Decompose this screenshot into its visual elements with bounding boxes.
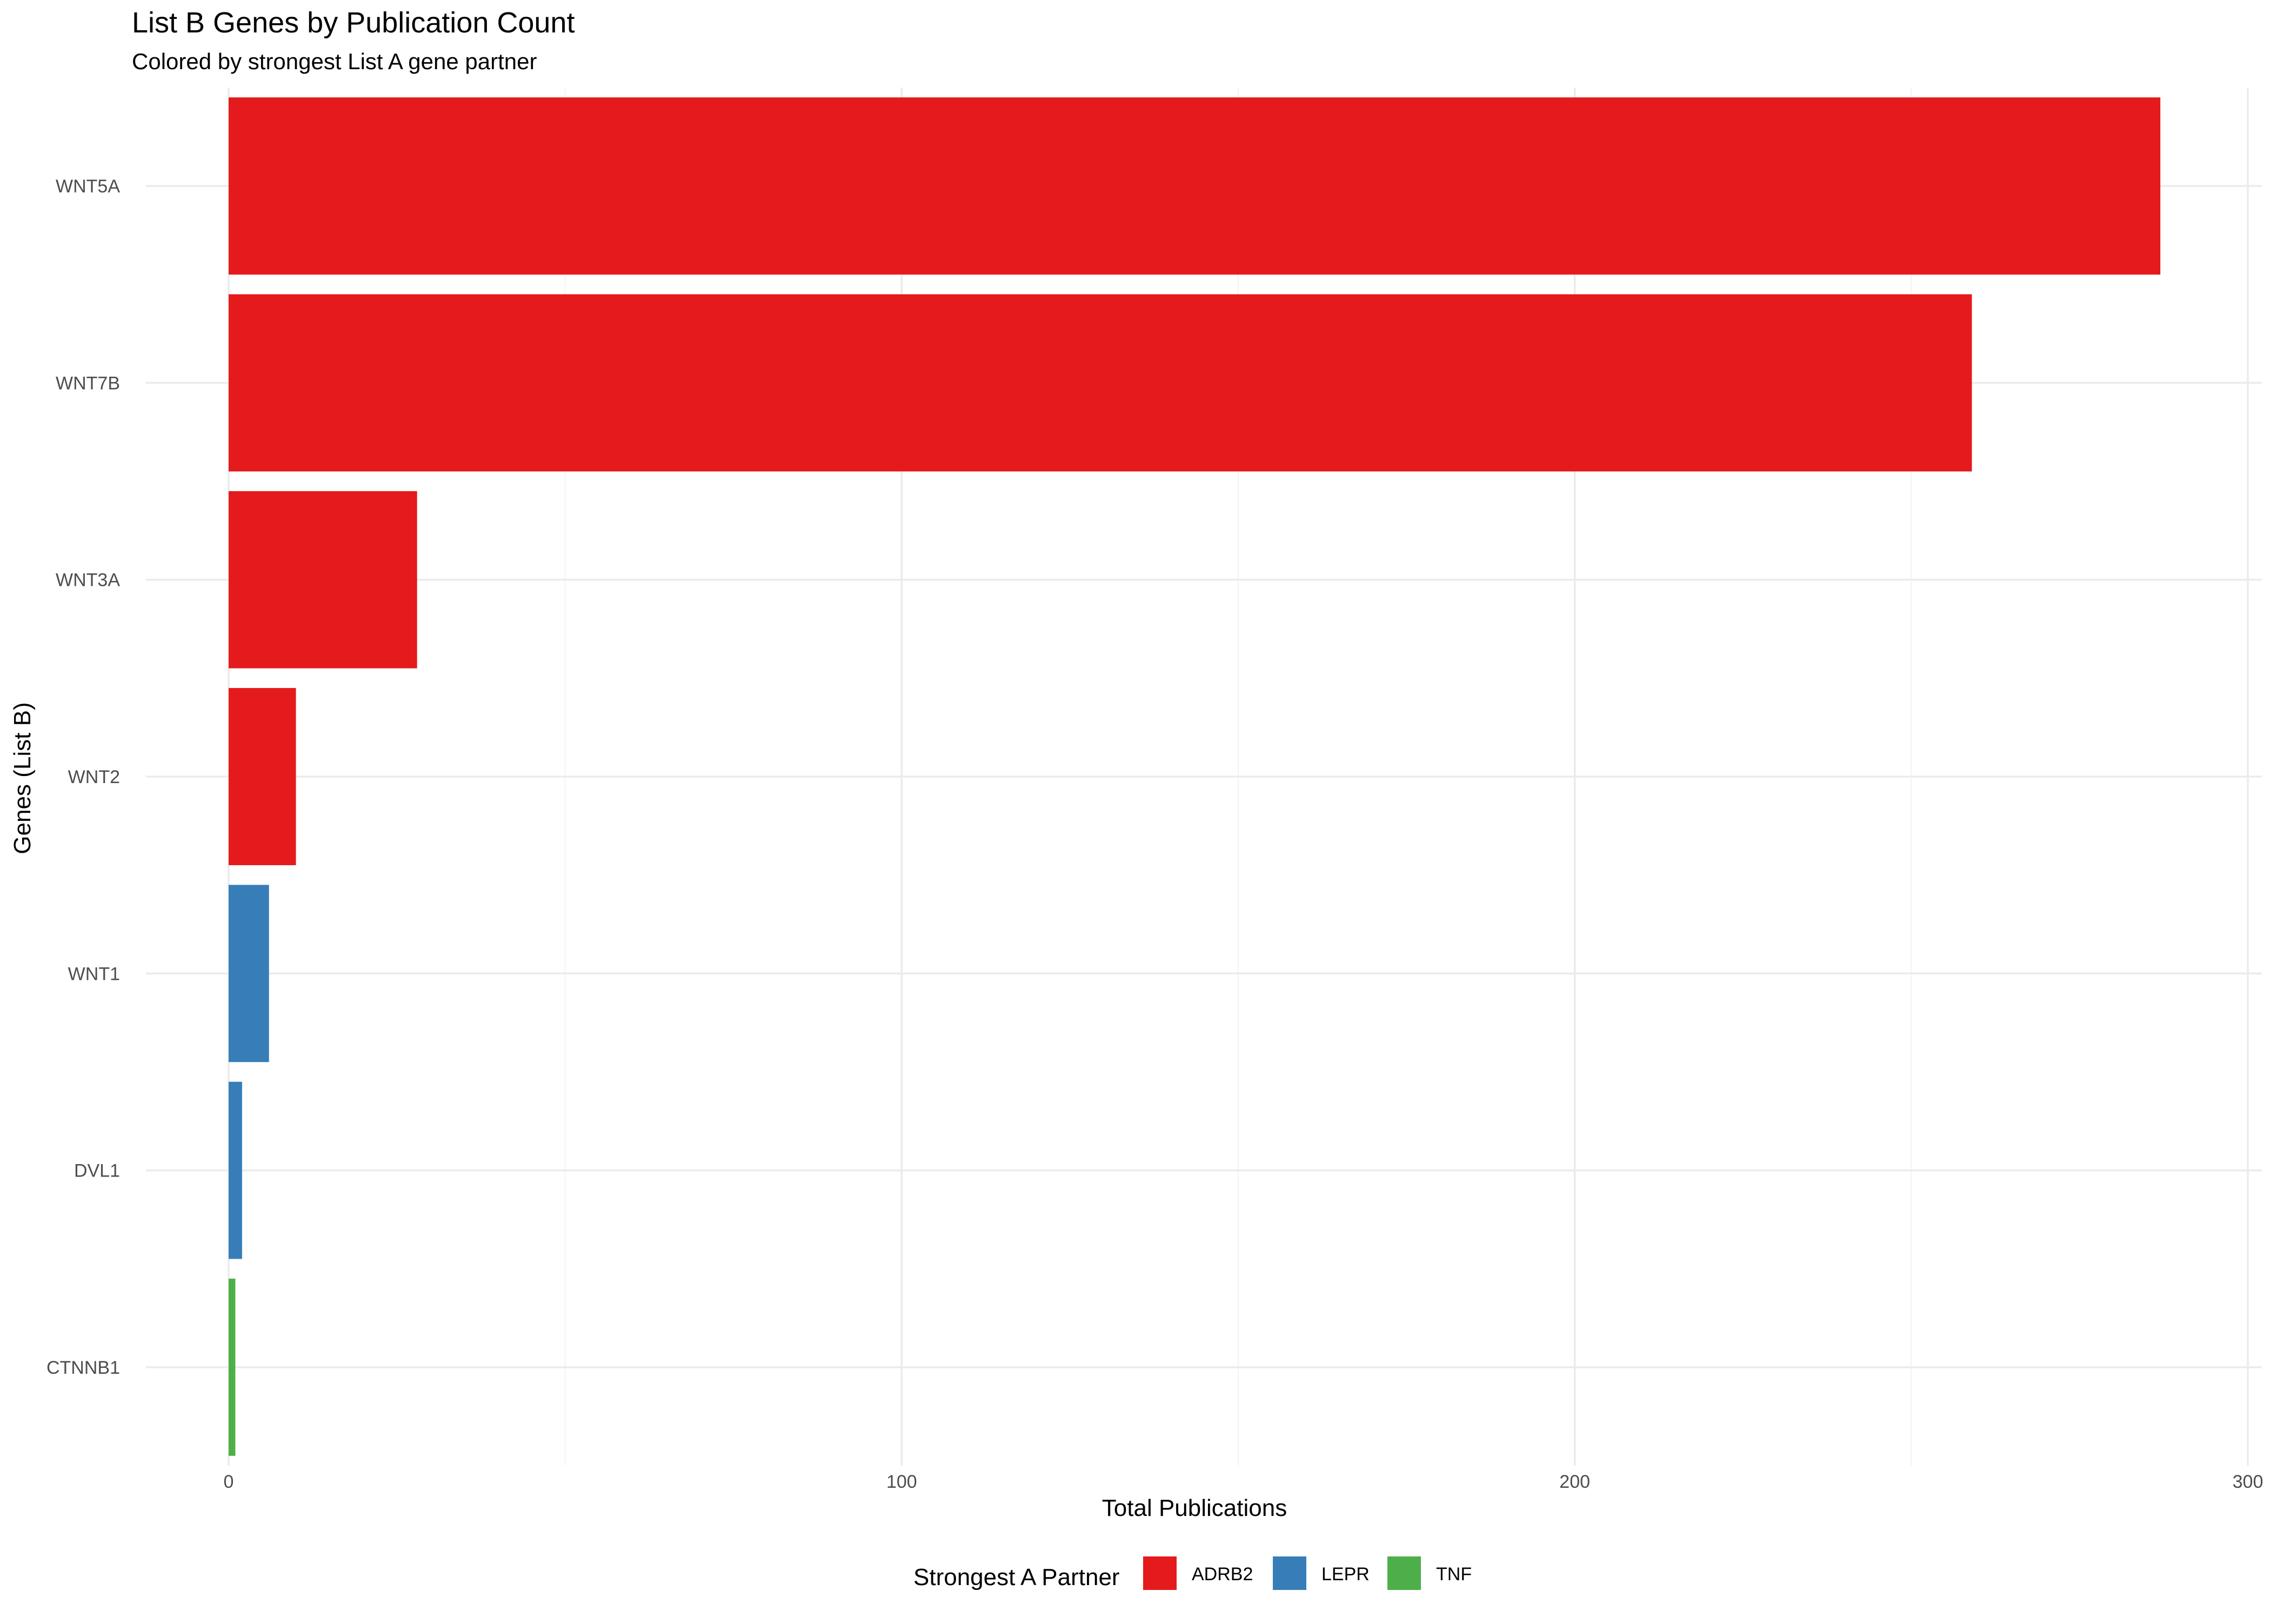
bar-wnt3a bbox=[229, 491, 417, 669]
x-axis-title: Total Publications bbox=[1102, 1495, 1287, 1521]
legend-swatch-lepr bbox=[1273, 1556, 1306, 1590]
x-tick-label: 100 bbox=[886, 1472, 917, 1492]
bar-wnt7b bbox=[229, 294, 1972, 472]
legend-label-adrb2: ADRB2 bbox=[1192, 1564, 1253, 1585]
legend-label-lepr: LEPR bbox=[1321, 1564, 1370, 1585]
bar-wnt5a bbox=[229, 97, 2161, 275]
y-tick-label: WNT3A bbox=[56, 570, 120, 591]
y-axis-ticks: WNT5A WNT7B WNT3A WNT2 WNT1 DVL1 CTNNB1 bbox=[46, 176, 120, 1378]
x-tick-label: 300 bbox=[2233, 1472, 2264, 1492]
y-tick-label: WNT1 bbox=[68, 964, 120, 984]
x-axis-ticks: 0 100 200 300 bbox=[224, 1472, 2264, 1492]
bars bbox=[229, 97, 2161, 1456]
chart-subtitle: Colored by strongest List A gene partner bbox=[132, 49, 537, 74]
y-tick-label: CTNNB1 bbox=[46, 1358, 120, 1378]
y-tick-label: DVL1 bbox=[74, 1161, 120, 1181]
x-tick-label: 200 bbox=[1559, 1472, 1590, 1492]
legend: Strongest A Partner ADRB2 LEPR TNF bbox=[913, 1556, 1472, 1590]
legend-title: Strongest A Partner bbox=[913, 1564, 1120, 1590]
chart-title: List B Genes by Publication Count bbox=[132, 6, 575, 39]
bar-dvl1 bbox=[229, 1081, 242, 1259]
y-axis-title: Genes (List B) bbox=[9, 702, 36, 854]
bar-wnt1 bbox=[229, 885, 269, 1062]
y-tick-label: WNT5A bbox=[56, 176, 120, 197]
y-tick-label: WNT7B bbox=[56, 373, 120, 393]
bar-wnt2 bbox=[229, 688, 296, 865]
legend-swatch-tnf bbox=[1387, 1556, 1421, 1590]
y-tick-label: WNT2 bbox=[68, 767, 120, 787]
legend-swatch-adrb2 bbox=[1143, 1556, 1177, 1590]
legend-label-tnf: TNF bbox=[1436, 1564, 1472, 1585]
x-tick-label: 0 bbox=[224, 1472, 234, 1492]
bar-ctnnb1 bbox=[229, 1278, 236, 1456]
